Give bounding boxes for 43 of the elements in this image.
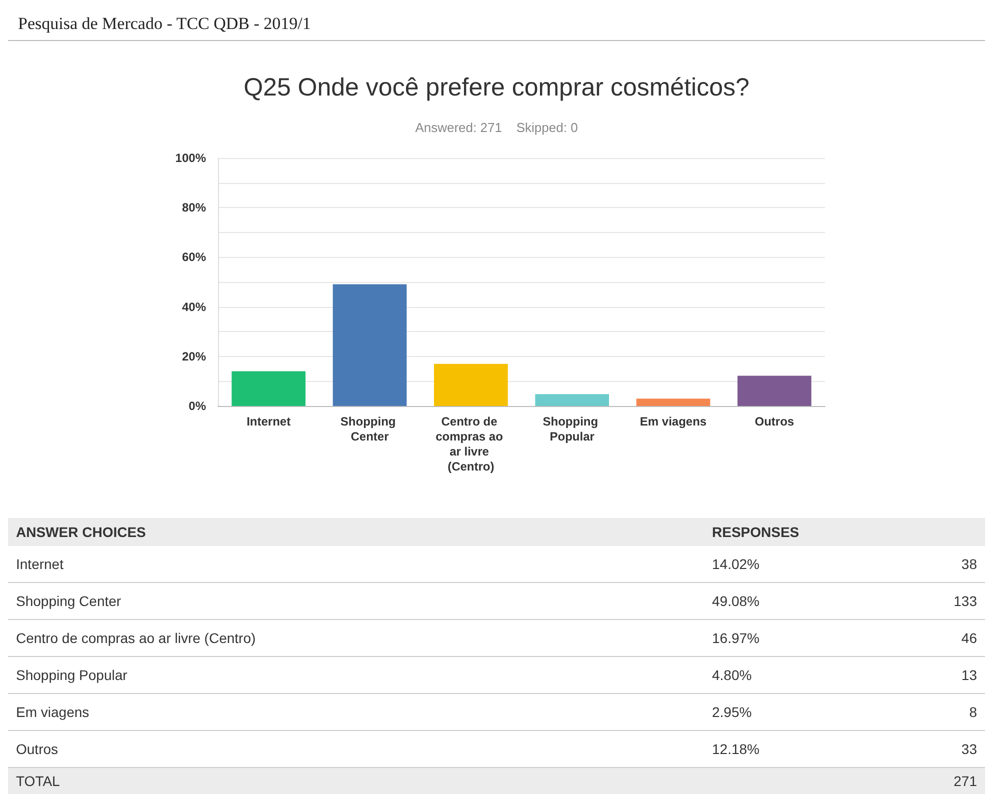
category-label: Em viagens	[15, 704, 90, 720]
x-tick-label: Em viagens	[640, 414, 707, 428]
text: 2.95%	[712, 704, 752, 720]
chart-subtitle: Answered: 271 Skipped: 0	[415, 120, 578, 135]
x-tick-label: Shopping Popular	[542, 414, 602, 444]
y-tick-label: 40%	[182, 300, 206, 314]
text: ANSWER CHOICES	[15, 524, 147, 540]
x-tick-label: Shopping Center	[340, 414, 400, 444]
category-label: Internet	[15, 556, 64, 572]
data-label: 46	[960, 630, 978, 646]
text: 14.02%	[712, 556, 760, 572]
data-label: 13	[960, 667, 978, 683]
x-tick-label: Internet	[246, 414, 291, 428]
category-label: Shopping Center	[15, 593, 122, 609]
text: TOTAL	[15, 773, 61, 789]
y-tick-label: 0%	[188, 399, 206, 413]
data-label: 33	[960, 741, 978, 757]
text: 271	[954, 773, 977, 789]
text: 4.80%	[712, 667, 752, 683]
bar	[535, 394, 610, 406]
y-tick-label: 100%	[175, 151, 206, 165]
bar	[332, 284, 407, 406]
y-tick-label: 60%	[182, 250, 206, 264]
bar	[434, 364, 508, 406]
y-tick-label: 80%	[182, 200, 206, 215]
text: RESPONSES	[711, 524, 800, 540]
category-label: Outros	[15, 741, 60, 757]
data-label: 8	[968, 704, 978, 720]
bar	[737, 376, 812, 406]
category-label: Shopping Popular	[15, 667, 128, 683]
data-label: 38	[960, 556, 978, 572]
text: 49.08%	[712, 593, 760, 609]
category-label: Centro de compras ao ar livre (Centro)	[15, 630, 257, 646]
text: 12.18%	[712, 741, 760, 757]
bar	[636, 398, 710, 406]
y-tick-label: 20%	[182, 349, 206, 364]
data-label: 133	[952, 593, 978, 609]
x-tick-label: Outros	[754, 414, 794, 428]
bar	[232, 371, 306, 406]
text: 16.97%	[712, 630, 760, 646]
x-tick-label: Centro de compras ao ar livre (Centro)	[436, 414, 506, 474]
text: Pesquisa de Mercado - TCC QDB - 2019/1	[18, 14, 311, 33]
chart-title: Q25 Onde você prefere comprar cosméticos?	[244, 74, 750, 102]
